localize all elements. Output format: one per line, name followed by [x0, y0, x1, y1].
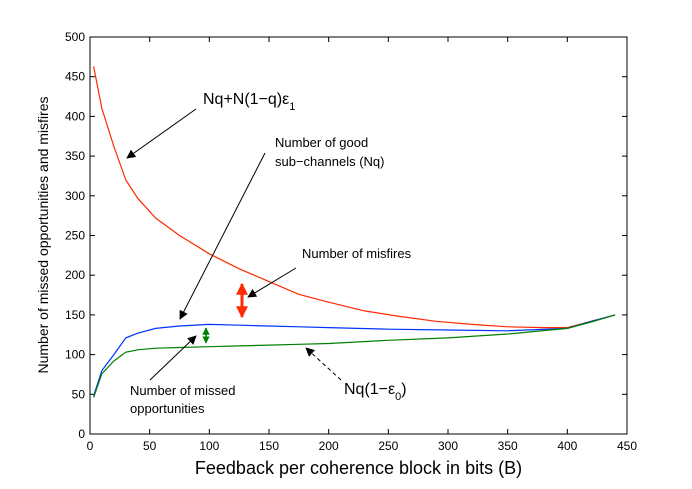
annotation-green-formula-sub: 0 — [395, 391, 401, 403]
x-tick-label: 300 — [438, 439, 458, 453]
x-tick-label: 50 — [143, 439, 157, 453]
x-tick-label: 400 — [557, 439, 577, 453]
annotation-green-formula: Nq(1−ε0) — [344, 381, 407, 403]
annotation-misfire-formula-sub: 1 — [289, 101, 295, 113]
x-tick-label: 450 — [617, 439, 637, 453]
y-tick-label: 350 — [65, 149, 85, 163]
x-tick-label: 150 — [259, 439, 279, 453]
y-tick-label: 200 — [65, 268, 85, 282]
x-tick-label: 0 — [87, 439, 94, 453]
annotation-misfire-formula-main: Nq+N(1−q)ε — [203, 91, 289, 108]
y-tick-label: 450 — [65, 70, 85, 84]
series-line-1 — [93, 66, 616, 329]
series-line-3 — [93, 314, 616, 398]
plot-area — [89, 36, 628, 435]
y-tick-label: 250 — [65, 229, 85, 243]
annotation-misfire-formula-arrow — [126, 108, 197, 159]
y-axis-title: Number of missed opportunities and misfi… — [35, 96, 51, 373]
annotation-good-line1: Number of good — [275, 135, 368, 150]
x-tick-label: 350 — [498, 439, 518, 453]
annotation-misfire-formula: Nq+N(1−q)ε1 — [203, 91, 295, 113]
annotation-misfires: Number of misfires — [302, 246, 412, 261]
y-tick-label: 150 — [65, 308, 85, 322]
x-tick-label: 250 — [378, 439, 398, 453]
annotation-missed-line1: Number of missed — [130, 383, 235, 398]
annotation-good-arrow — [179, 152, 266, 320]
y-tick-label: 50 — [72, 387, 86, 401]
y-tick-label: 300 — [65, 189, 85, 203]
annotation-missed-line2: opportunities — [130, 401, 205, 416]
y-tick-label: 100 — [65, 348, 85, 362]
annotation-missed-arrow — [149, 335, 197, 381]
y-tick-label: 0 — [78, 427, 85, 441]
series-line-2 — [93, 314, 616, 397]
annotation-green-formula-arrow — [305, 347, 342, 381]
series-lines — [93, 66, 616, 398]
y-tick-label: 400 — [65, 109, 85, 123]
annotation-green-formula-post: ) — [401, 381, 406, 398]
annotation-good-line2: sub−channels (Nq) — [275, 154, 384, 169]
y-tick-label: 500 — [65, 30, 85, 44]
annotation-misfires-arrow — [247, 267, 297, 298]
annotation-green-formula-pre: Nq(1−ε — [344, 381, 395, 398]
x-axis-title: Feedback per coherence block in bits (B) — [195, 458, 522, 478]
x-tick-label: 100 — [199, 439, 219, 453]
x-tick-label: 200 — [319, 439, 339, 453]
axis-ticks: 0 50 100 150 200 250 300 350 400 450 0 50 100 150 200 2… — [65, 30, 637, 453]
